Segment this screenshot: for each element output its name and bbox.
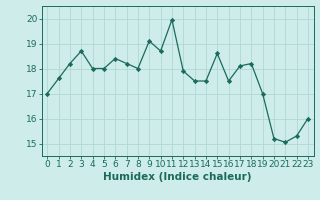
X-axis label: Humidex (Indice chaleur): Humidex (Indice chaleur) [103, 172, 252, 182]
